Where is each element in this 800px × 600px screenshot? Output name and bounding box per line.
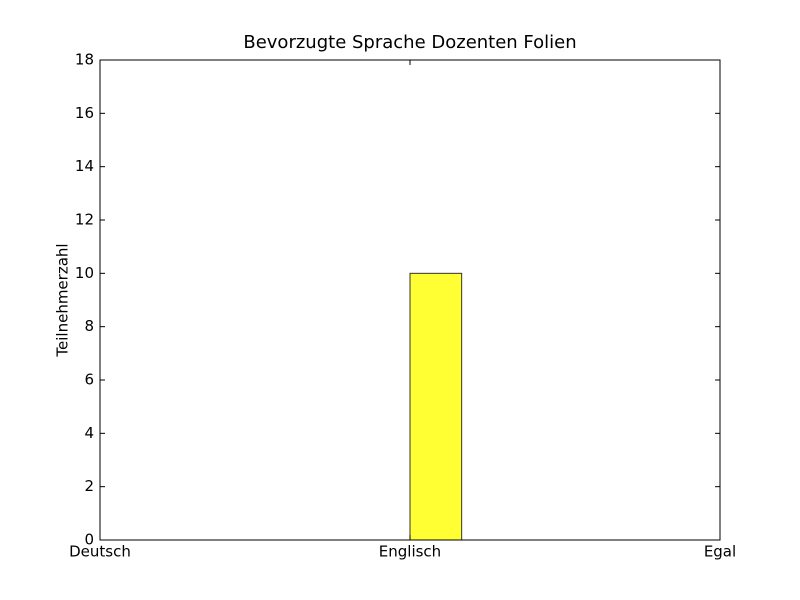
y-axis-label: Teilnehmerzahl: [54, 243, 72, 357]
y-tick-label: 8: [84, 317, 94, 335]
y-tick-label: 12: [75, 211, 94, 229]
y-tick-label: 4: [84, 424, 94, 442]
x-tick-label: Englisch: [379, 543, 441, 561]
x-tick-label: Egal: [704, 543, 736, 561]
y-tick-label: 6: [84, 371, 94, 389]
y-tick-label: 2: [84, 477, 94, 495]
chart-title: Bevorzugte Sprache Dozenten Folien: [243, 32, 576, 53]
y-tick-label: 10: [75, 264, 94, 282]
y-tick-label: 16: [75, 104, 94, 122]
y-tick-label: 14: [75, 157, 94, 175]
y-tick-label: 18: [75, 51, 94, 69]
plot-frame: [99, 59, 721, 541]
bar: [409, 272, 463, 541]
y-tick-label: 0: [84, 531, 94, 549]
x-tick-label: Deutsch: [69, 543, 131, 561]
